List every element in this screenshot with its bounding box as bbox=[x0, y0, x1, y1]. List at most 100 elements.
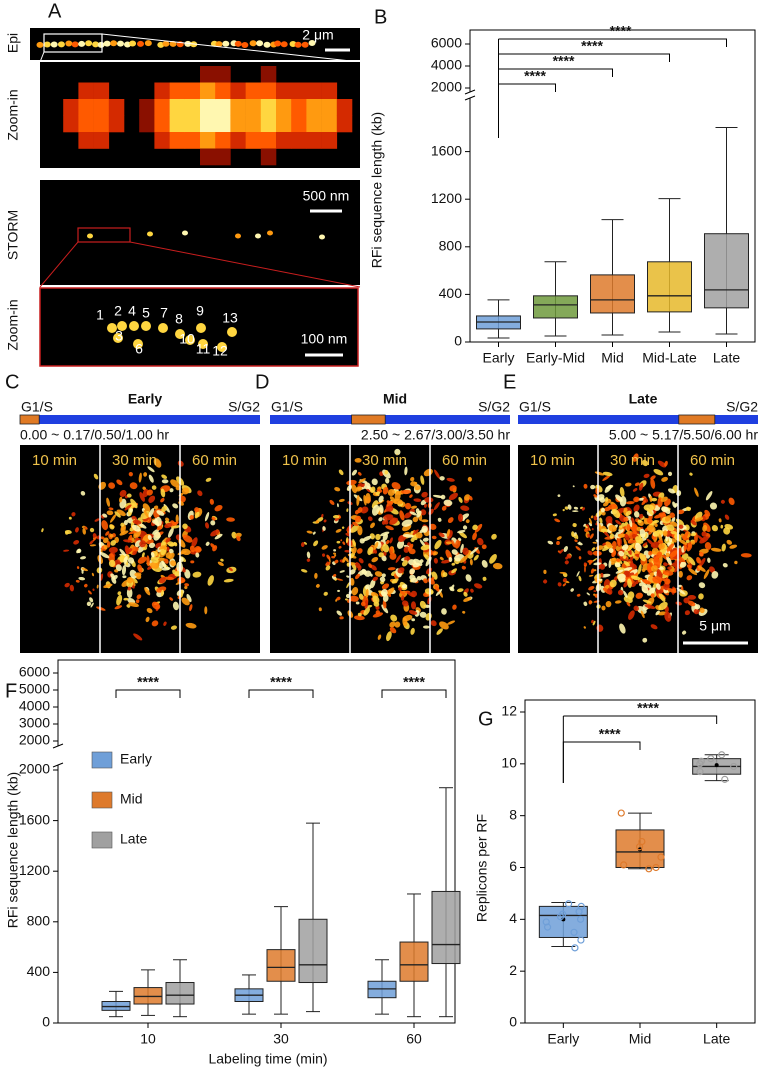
signal bbox=[357, 565, 362, 571]
signal bbox=[148, 495, 156, 503]
signal bbox=[127, 586, 132, 591]
signal bbox=[699, 557, 706, 567]
signal bbox=[669, 512, 675, 519]
zoom-box bbox=[77, 227, 131, 243]
zoom-pixel bbox=[200, 115, 216, 133]
signal bbox=[641, 500, 646, 506]
signal bbox=[369, 579, 376, 589]
signal bbox=[414, 485, 421, 491]
signal bbox=[351, 547, 357, 554]
signal bbox=[451, 539, 456, 548]
signal bbox=[151, 601, 161, 610]
signal bbox=[469, 547, 479, 555]
signal bbox=[119, 489, 127, 497]
signal bbox=[669, 550, 678, 558]
signal bbox=[650, 565, 658, 573]
signal bbox=[665, 552, 670, 558]
signal bbox=[357, 471, 362, 476]
signal bbox=[368, 563, 373, 568]
signal bbox=[438, 532, 445, 538]
phase-end: S/G2 bbox=[228, 399, 260, 415]
signal bbox=[134, 533, 138, 537]
signal bbox=[646, 517, 653, 524]
signal bbox=[473, 583, 483, 589]
signal bbox=[337, 503, 339, 508]
y-tick-label: 0 bbox=[509, 1014, 517, 1030]
signal bbox=[71, 512, 76, 517]
signal bbox=[703, 569, 710, 579]
signal bbox=[329, 499, 335, 505]
box bbox=[431, 890, 461, 965]
localization-label: 6 bbox=[135, 341, 143, 357]
signal bbox=[662, 570, 674, 576]
storm-spot bbox=[235, 233, 241, 239]
signal bbox=[625, 510, 632, 517]
zoom-pixel bbox=[184, 82, 201, 100]
signal bbox=[451, 549, 458, 555]
signal bbox=[612, 508, 621, 519]
signal bbox=[432, 551, 438, 556]
signal bbox=[718, 518, 722, 523]
signal bbox=[338, 545, 342, 549]
point bbox=[730, 762, 738, 771]
zoom-pixel bbox=[321, 132, 338, 149]
signal bbox=[378, 517, 383, 522]
signal bbox=[114, 605, 123, 610]
signal bbox=[709, 566, 716, 574]
y-tick-label: 4 bbox=[509, 910, 517, 926]
signal bbox=[131, 546, 139, 553]
signal bbox=[207, 575, 214, 586]
significance-bracket bbox=[381, 689, 447, 698]
zoom-pixel bbox=[336, 115, 353, 133]
signal bbox=[721, 543, 726, 552]
signal bbox=[652, 519, 660, 524]
signal bbox=[634, 511, 640, 518]
signal bbox=[166, 546, 170, 552]
signal bbox=[586, 592, 590, 596]
signal bbox=[605, 485, 614, 490]
signal bbox=[702, 524, 708, 532]
break-mark bbox=[464, 89, 476, 95]
signal bbox=[638, 582, 643, 587]
signal bbox=[89, 527, 95, 533]
signal bbox=[481, 544, 487, 550]
signal bbox=[148, 474, 154, 483]
zoom-pixel bbox=[93, 99, 110, 116]
frame-label: 30 min bbox=[112, 452, 157, 469]
signal bbox=[317, 517, 324, 522]
storm-spot bbox=[87, 233, 93, 239]
signal bbox=[349, 595, 359, 602]
signal bbox=[129, 569, 137, 579]
x-tick-label: Late bbox=[713, 350, 740, 366]
phase-end: S/G2 bbox=[726, 399, 758, 415]
signal bbox=[336, 540, 341, 544]
signal bbox=[644, 604, 656, 609]
signal bbox=[615, 569, 624, 574]
zoom-pixel bbox=[154, 82, 170, 100]
signal bbox=[720, 499, 725, 504]
signal bbox=[231, 531, 237, 539]
signal bbox=[103, 544, 108, 550]
signal bbox=[599, 563, 606, 570]
signal bbox=[470, 588, 474, 593]
significance-text: **** bbox=[581, 38, 603, 54]
signal bbox=[189, 604, 193, 611]
signal bbox=[351, 469, 358, 476]
signal bbox=[562, 509, 565, 512]
signal bbox=[711, 525, 719, 532]
signal bbox=[429, 523, 437, 530]
signal bbox=[395, 554, 402, 563]
signal bbox=[129, 508, 133, 513]
signal bbox=[124, 545, 130, 555]
signal bbox=[321, 513, 324, 519]
signal bbox=[123, 520, 128, 526]
signal bbox=[454, 538, 461, 549]
signal bbox=[687, 600, 696, 607]
signal bbox=[729, 544, 738, 549]
signal bbox=[640, 610, 645, 619]
signal bbox=[657, 460, 667, 468]
signal bbox=[430, 620, 437, 627]
break-mark bbox=[464, 95, 476, 101]
signal bbox=[130, 498, 138, 509]
signal bbox=[482, 576, 487, 581]
